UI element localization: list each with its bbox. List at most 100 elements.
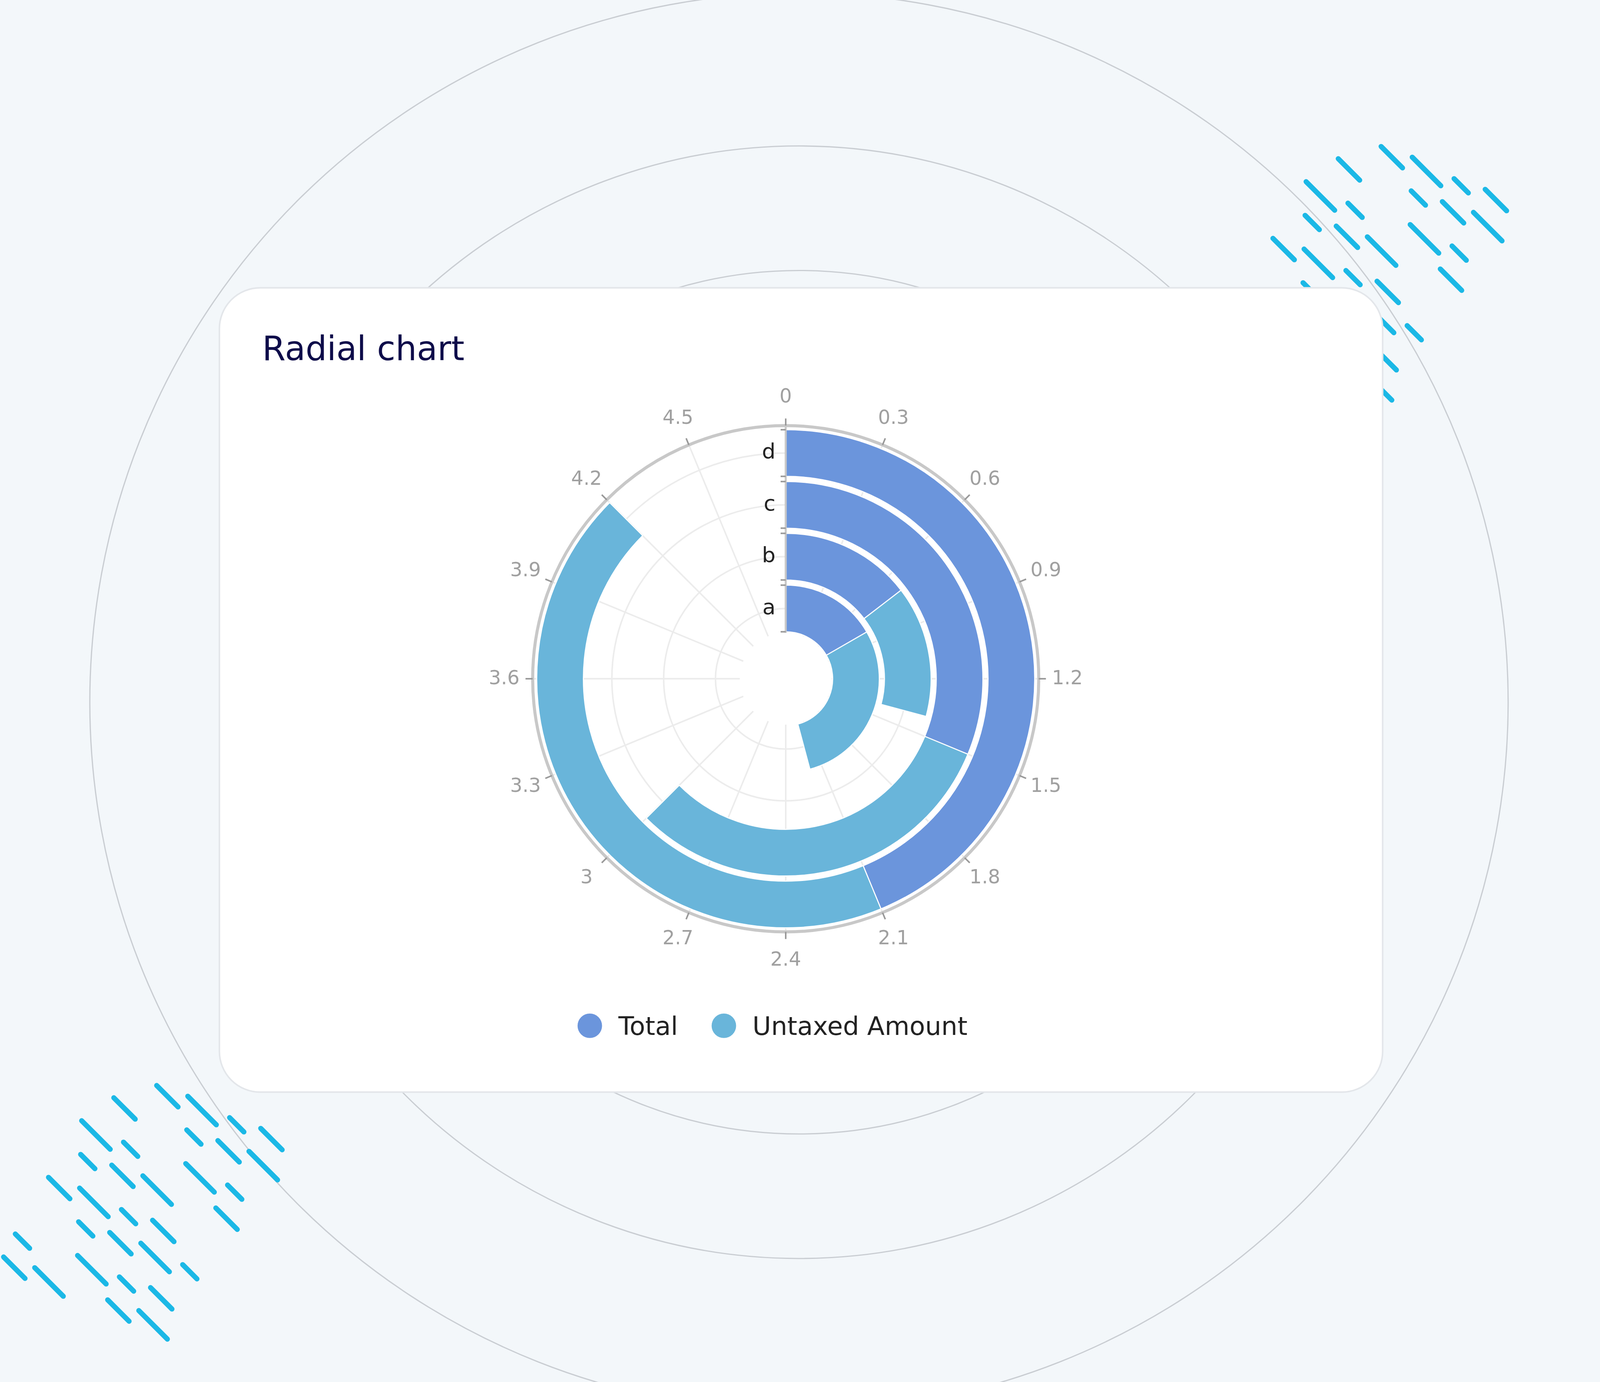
tick bbox=[686, 912, 689, 920]
tick bbox=[601, 494, 607, 500]
deco-dash bbox=[1410, 224, 1439, 253]
category-tick bbox=[780, 579, 786, 581]
tick bbox=[545, 775, 552, 779]
tick-label: 2.7 bbox=[662, 926, 694, 949]
legend-item[interactable]: Untaxed Amount bbox=[711, 1010, 968, 1041]
tick bbox=[964, 857, 970, 863]
category-tick bbox=[780, 428, 786, 431]
deco-dash bbox=[1473, 212, 1502, 241]
deco-dash bbox=[1381, 146, 1403, 168]
deco-dash bbox=[1347, 202, 1363, 218]
deco-dash bbox=[1367, 236, 1396, 266]
legend-swatch bbox=[711, 1013, 737, 1038]
tick-label: 1.2 bbox=[1052, 666, 1083, 689]
axis-line bbox=[532, 425, 1039, 932]
tick-label: 1.8 bbox=[969, 865, 1001, 888]
deco-dash bbox=[185, 1163, 215, 1192]
legend-label: Total bbox=[618, 1010, 679, 1041]
deco-dash bbox=[1376, 281, 1399, 303]
tick-label: 3.3 bbox=[509, 773, 541, 797]
tick-label: 0.6 bbox=[969, 466, 1001, 490]
deco-dash bbox=[1412, 157, 1441, 186]
deco-dash bbox=[229, 1117, 244, 1132]
deco-dash bbox=[142, 1175, 172, 1204]
legend: Total Untaxed Amount bbox=[577, 1010, 968, 1041]
deco-dash bbox=[113, 1097, 136, 1119]
tick bbox=[545, 578, 552, 582]
deco-dash bbox=[1454, 178, 1469, 193]
deco-dash bbox=[48, 1177, 71, 1199]
category-tick bbox=[780, 584, 786, 586]
tick-label: 0.3 bbox=[877, 405, 909, 429]
deco-dash bbox=[123, 1141, 138, 1157]
radial-bar[interactable] bbox=[646, 736, 969, 876]
tick-label: 4.2 bbox=[571, 466, 603, 490]
legend-label: Untaxed Amount bbox=[752, 1010, 968, 1041]
grid bbox=[532, 425, 1039, 932]
deco-dash bbox=[187, 1095, 217, 1125]
tick-label: 3.9 bbox=[509, 558, 541, 581]
category-tick bbox=[780, 475, 786, 478]
radial-bar[interactable] bbox=[536, 502, 882, 928]
tick bbox=[784, 418, 787, 426]
deco-dash bbox=[227, 1184, 242, 1199]
tick-label: 2.1 bbox=[877, 926, 909, 949]
deco-circle bbox=[89, 0, 1509, 1382]
deco-dash bbox=[77, 1254, 107, 1284]
deco-dash bbox=[138, 1309, 168, 1339]
tick-label: 3.6 bbox=[488, 666, 520, 689]
tick-label: 1.5 bbox=[1030, 773, 1062, 797]
category-label: b bbox=[762, 542, 776, 568]
deco-dash bbox=[1345, 270, 1361, 285]
tick bbox=[1038, 677, 1046, 680]
tick bbox=[882, 437, 886, 445]
background bbox=[0, 0, 1600, 1382]
category-tick bbox=[780, 480, 786, 483]
deco-dash bbox=[78, 1221, 93, 1236]
deco-dash bbox=[1306, 181, 1335, 211]
deco-dash bbox=[1338, 158, 1360, 181]
title: Radial chart bbox=[262, 328, 465, 368]
tick-label: 4.5 bbox=[662, 405, 694, 429]
tick bbox=[525, 677, 533, 680]
tick bbox=[686, 437, 689, 445]
deco-dash bbox=[1304, 248, 1333, 278]
legend-swatch bbox=[577, 1013, 603, 1038]
deco-dash bbox=[81, 1120, 110, 1149]
legend-item[interactable]: Total bbox=[577, 1010, 679, 1041]
deco-dash bbox=[80, 1154, 95, 1169]
deco-dash bbox=[182, 1264, 198, 1279]
deco-dash bbox=[34, 1267, 64, 1296]
deco-dash bbox=[15, 1233, 30, 1248]
deco-dash bbox=[152, 1219, 175, 1242]
tick bbox=[601, 857, 607, 863]
category-label: c bbox=[763, 490, 776, 516]
card bbox=[219, 287, 1383, 1092]
deco-dash bbox=[3, 1256, 25, 1278]
grid-spoke bbox=[688, 444, 768, 637]
canvas: Radial chart00.30.60.91.21.51.82.12.42.7… bbox=[0, 0, 1600, 1382]
tick-label: 2.4 bbox=[770, 947, 802, 971]
deco-dash bbox=[1272, 238, 1295, 260]
tick bbox=[784, 931, 787, 939]
deco-dash bbox=[1485, 189, 1507, 211]
deco-dash bbox=[107, 1299, 129, 1321]
radial-bar[interactable] bbox=[864, 589, 931, 717]
category-tick bbox=[780, 527, 786, 529]
category-tick bbox=[780, 630, 786, 633]
deco-dash bbox=[156, 1085, 179, 1107]
deco-dash bbox=[1407, 325, 1422, 340]
deco-dash bbox=[248, 1150, 278, 1180]
deco-dash bbox=[1440, 269, 1462, 291]
tick-label: 3 bbox=[580, 865, 593, 888]
tick-label: 0.9 bbox=[1030, 558, 1062, 581]
radial-chart: 00.30.60.91.21.51.82.12.42.733.33.63.94.… bbox=[488, 384, 1083, 971]
deco-dash bbox=[121, 1209, 136, 1224]
deco-dash bbox=[1305, 215, 1320, 230]
deco-dash bbox=[79, 1187, 109, 1217]
deco-dash bbox=[216, 1207, 238, 1229]
radial-bar[interactable] bbox=[798, 631, 880, 770]
category-tick bbox=[780, 532, 786, 535]
tick bbox=[882, 912, 886, 920]
deco-dash bbox=[140, 1242, 170, 1272]
